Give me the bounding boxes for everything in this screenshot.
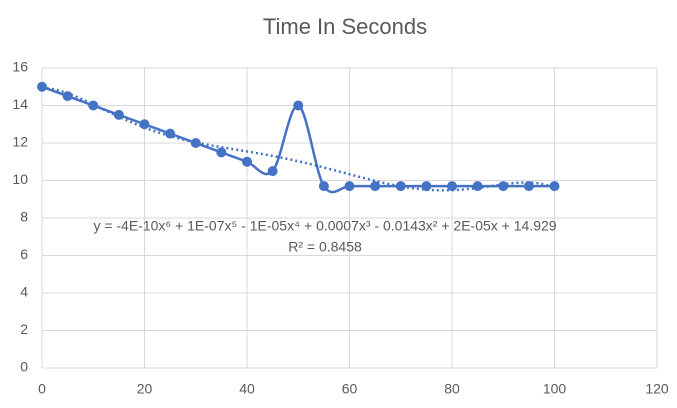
r-squared: R² = 0.8458 [288,239,362,255]
marker [318,181,329,192]
x-tick-label: 20 [137,381,153,397]
marker [165,128,176,139]
x-tick-label: 80 [444,381,460,397]
y-tick-label: 10 [12,171,28,187]
plot [37,81,560,194]
marker [293,100,304,111]
x-tick-label: 120 [645,381,669,397]
chart-title: Time In Seconds [263,14,427,39]
marker [216,147,227,158]
x-tick-label: 0 [38,381,46,397]
marker [498,181,509,192]
x-tick-label: 40 [239,381,255,397]
marker [421,181,432,192]
trendline-equation: y = -4E-10x⁶ + 1E-07x⁵ - 1E-05x⁴ + 0.000… [93,218,556,234]
marker [523,181,534,192]
y-tick-label: 6 [20,246,28,262]
marker [139,119,150,130]
marker [267,166,278,177]
marker [370,181,381,192]
marker [37,81,47,92]
marker [62,91,73,102]
y-tick-label: 2 [20,321,28,337]
y-tick-label: 0 [20,359,28,375]
x-tick-label: 100 [543,381,567,397]
x-tick-label: 60 [342,381,358,397]
y-tick-label: 8 [20,209,28,225]
marker [88,100,99,111]
grid [41,67,658,369]
y-tick-label: 4 [20,284,28,300]
y-tick-label: 14 [12,96,28,112]
marker [113,109,124,120]
marker [190,138,201,148]
marker [395,181,406,192]
y-tick-label: 12 [12,134,28,150]
marker [472,181,483,192]
marker [549,181,560,192]
marker [344,181,355,192]
y-tick-label: 16 [12,59,28,75]
marker [447,181,457,192]
marker [242,156,252,167]
